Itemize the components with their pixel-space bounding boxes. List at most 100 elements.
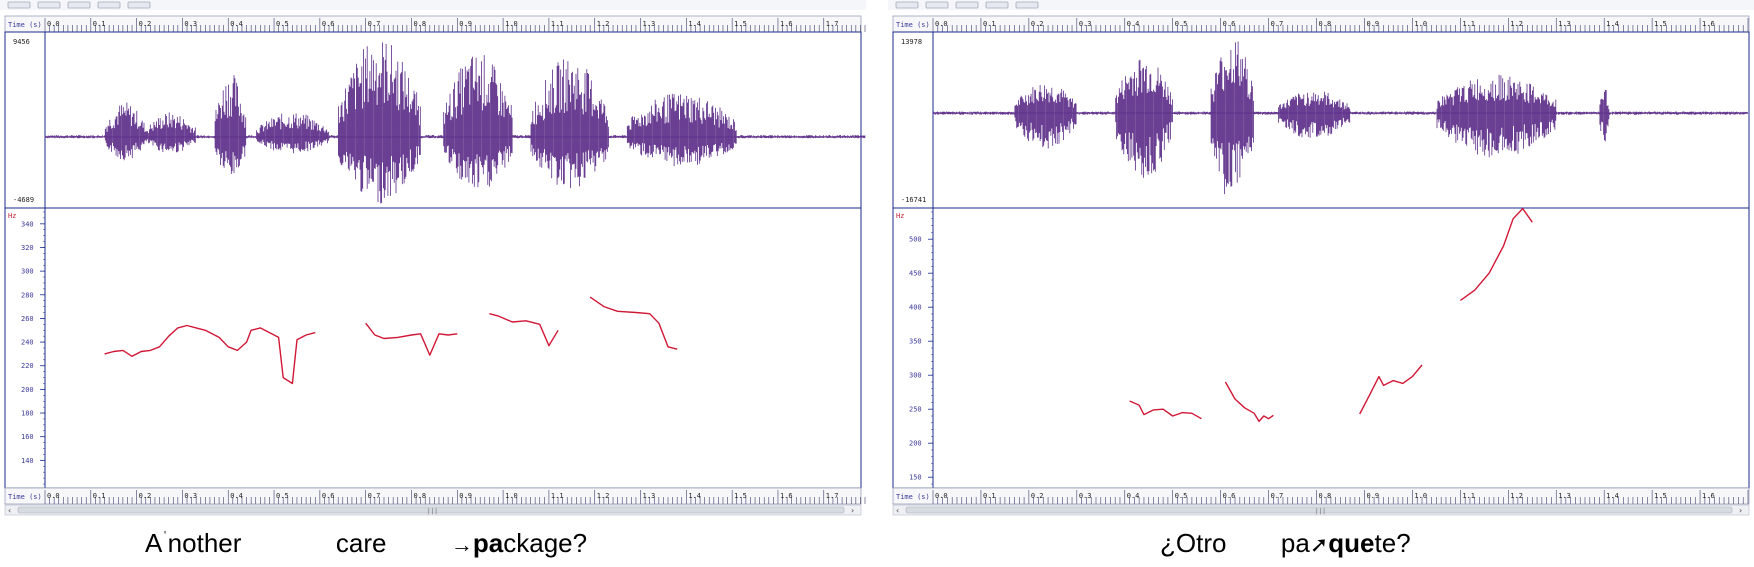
toolbar-strip (0, 0, 866, 10)
time-axis-label: Time (s) (896, 21, 930, 29)
ruler-tick-label: 0.8 (1319, 20, 1332, 28)
scroll-grip-icon: ||| (427, 508, 438, 515)
amplitude-min-label: -16741 (901, 196, 926, 204)
ruler-tick-label: 1.0 (1414, 20, 1427, 28)
time-axis-label: Time (s) (8, 21, 42, 29)
time-ruler (892, 487, 1750, 505)
pitch-tick-label: 500 (909, 236, 922, 244)
toolbar-button[interactable] (985, 1, 1009, 9)
ruler-tick-label: 0.2 (1031, 20, 1044, 28)
caption-english: Aˈnother care →package? (145, 528, 587, 559)
time-axis-label: Time (s) (896, 493, 930, 501)
ruler-tick-label: 0.5 (1175, 492, 1188, 500)
toolbar-button[interactable] (955, 1, 979, 9)
toolbar-button[interactable] (7, 1, 31, 9)
pitch-tick-label: 300 (909, 372, 922, 380)
rising-arrow-icon: ➚ (1309, 532, 1329, 557)
amplitude-max-label: 13978 (901, 38, 922, 46)
ruler-tick-label: 1.5 (1654, 20, 1667, 28)
ruler-tick-label: 0.1 (983, 492, 996, 500)
hz-label: Hz (8, 212, 16, 220)
toolbar-strip (888, 0, 1754, 10)
scroll-right-icon[interactable]: › (851, 506, 854, 515)
pitch-tick-label: 240 (21, 339, 34, 347)
pitch-tick-label: 350 (909, 338, 922, 346)
toolbar-button[interactable] (37, 1, 61, 9)
pitch-tick-label: 300 (21, 268, 34, 276)
ruler-tick-label: 0.6 (1223, 492, 1236, 500)
pitch-tick-label: 180 (21, 410, 34, 418)
scroll-left-icon[interactable]: ‹ (8, 506, 11, 515)
ruler-tick-label: 1.4 (1606, 20, 1619, 28)
praat-window-right: Time (s) 0.0 0.1 0.2 0.3 0.4 0.5 0.6 0.7 0.8 0.9 1.… (888, 0, 1754, 520)
amplitude-min-label: -4689 (13, 196, 34, 204)
ruler-tick-label: 0.0 (935, 20, 948, 28)
ruler-tick-label: 1.5 (1654, 492, 1667, 500)
ruler-tick-label: 0.4 (1127, 492, 1140, 500)
scroll-thumb[interactable] (905, 506, 1733, 514)
scroll-grip-icon: ||| (1315, 508, 1326, 515)
pitch-tick-label: 220 (21, 362, 34, 370)
ruler-tick-label: 1.4 (688, 20, 701, 28)
pitch-pane (892, 207, 1750, 489)
pitch-contour-segment (104, 324, 316, 385)
ruler-tick-label: 1.1 (1462, 492, 1475, 500)
pitch-tick-label: 140 (21, 457, 34, 465)
ruler-tick-label: 1.6 (1702, 492, 1715, 500)
ruler-tick-label: 1.6 (780, 20, 793, 28)
pitch-contour-segment (1224, 381, 1274, 423)
ruler-tick-label: 1.7 (826, 492, 839, 500)
ruler-tick-label: 0.7 (1271, 492, 1284, 500)
pitch-contour-segment (489, 313, 559, 347)
ruler-tick-label: 1.1 (551, 20, 564, 28)
ruler-tick-label: 0.1 (983, 20, 996, 28)
caption-word-ckage: ckage? (503, 528, 588, 558)
scroll-left-icon[interactable]: ‹ (896, 506, 899, 515)
pitch-tick-label: 320 (21, 244, 34, 252)
pitch-tick-label: 150 (909, 474, 922, 482)
pitch-tick-label: 200 (21, 386, 34, 394)
ruler-tick-label: 1.3 (1558, 20, 1571, 28)
time-axis-label: Time (s) (8, 493, 42, 501)
ruler-tick-label: 1.4 (688, 492, 701, 500)
ruler-tick-label: 1.0 (505, 492, 518, 500)
ruler-tick-label: 1.3 (643, 492, 656, 500)
ruler-tick-label: 0.3 (184, 492, 197, 500)
ruler-tick-label: 1.7 (826, 20, 839, 28)
caption-word-nother: nother (167, 528, 242, 558)
ruler-tick-label: 0.6 (322, 20, 335, 28)
toolbar-button[interactable] (67, 1, 91, 9)
pitch-contour-segment (365, 322, 458, 356)
ruler-tick-label: 0.0 (935, 492, 948, 500)
ruler-tick-label: 0.7 (368, 20, 381, 28)
hz-label: Hz (896, 212, 904, 220)
ruler-tick-label: 1.0 (1414, 492, 1427, 500)
ruler-tick-label: 0.2 (1031, 492, 1044, 500)
ruler-tick-label: 1.3 (1558, 492, 1571, 500)
ruler-tick-label: 0.4 (230, 20, 243, 28)
toolbar-button[interactable] (127, 1, 151, 9)
toolbar-button[interactable] (97, 1, 121, 9)
caption-word-otro: ¿Otro (1160, 528, 1227, 558)
ruler-tick-label: 0.7 (368, 492, 381, 500)
stress-mark: ˈ (162, 529, 168, 547)
scroll-thumb[interactable] (17, 506, 845, 514)
caption-word-a: A (145, 528, 163, 558)
toolbar-button[interactable] (925, 1, 949, 9)
ruler-tick-label: 0.6 (1223, 20, 1236, 28)
ruler-tick-label: 1.4 (1606, 492, 1619, 500)
ruler-tick-label: 0.2 (139, 492, 152, 500)
toolbar-button[interactable] (1015, 1, 1039, 9)
ruler-tick-label: 1.2 (597, 20, 610, 28)
toolbar-button[interactable] (895, 1, 919, 9)
ruler-tick-label: 0.3 (184, 20, 197, 28)
scroll-right-icon[interactable]: › (1739, 506, 1742, 515)
pitch-tick-label: 340 (21, 220, 34, 228)
ruler-tick-label: 0.9 (1366, 492, 1379, 500)
ruler-tick-label: 0.9 (459, 20, 472, 28)
pitch-contour-segment (1359, 364, 1423, 415)
ruler-tick-label: 1.6 (780, 492, 793, 500)
ruler-tick-label: 0.8 (413, 20, 426, 28)
ruler-tick-label: 0.5 (276, 492, 289, 500)
ruler-tick-label: 1.5 (734, 20, 747, 28)
